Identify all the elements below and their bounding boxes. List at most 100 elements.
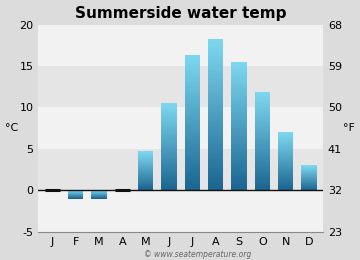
Bar [208,139,223,141]
Bar [231,68,247,70]
Bar [208,51,223,53]
Bar [138,161,153,162]
Bar [278,137,293,138]
Bar [161,189,177,190]
Bar [161,144,177,145]
Bar [278,154,293,155]
Bar [255,159,270,160]
Bar [278,177,293,178]
Bar [185,79,200,81]
Bar [278,136,293,137]
Bar [301,170,317,171]
Bar [161,148,177,149]
Bar [255,93,270,94]
Bar [208,53,223,55]
Bar [38,66,323,107]
Bar [185,189,200,190]
Bar [185,67,200,69]
Bar [231,120,247,121]
Bar [231,153,247,155]
Bar [301,181,317,182]
Bar [278,163,293,164]
Bar [161,174,177,175]
Bar [138,181,153,182]
Bar [301,182,317,183]
Bar [138,176,153,177]
Bar [208,58,223,60]
Bar [161,141,177,142]
Bar [255,173,270,174]
Bar [208,181,223,183]
Bar [208,87,223,88]
Bar [185,129,200,131]
Bar [255,151,270,152]
Bar [231,115,247,116]
Bar [161,109,177,110]
Bar [161,107,177,108]
Bar [185,131,200,133]
Bar [231,95,247,97]
Bar [138,165,153,166]
Bar [185,140,200,141]
Bar [161,161,177,162]
Bar [208,77,223,79]
Bar [231,110,247,112]
Bar [255,116,270,117]
Bar [185,175,200,177]
Bar [301,184,317,185]
Bar [231,88,247,89]
Bar [38,149,323,190]
Bar [161,175,177,176]
Bar [161,113,177,114]
Bar [278,149,293,150]
Bar [161,164,177,165]
Bar [231,165,247,166]
Bar [255,100,270,101]
Bar [185,135,200,136]
Bar [231,142,247,144]
Bar [161,151,177,152]
Bar [255,99,270,100]
Bar [208,149,223,151]
Bar [278,167,293,168]
Bar [255,154,270,155]
Bar [161,180,177,182]
Bar [255,184,270,185]
Bar [231,118,247,120]
Bar [278,156,293,157]
Bar [278,141,293,142]
Bar [231,181,247,182]
Y-axis label: °C: °C [5,123,18,133]
Bar [208,136,223,138]
Bar [231,174,247,176]
Bar [208,98,223,100]
Bar [255,172,270,173]
Bar [255,152,270,154]
Bar [278,178,293,179]
Bar [161,162,177,163]
Bar [208,153,223,154]
Bar [278,169,293,170]
Bar [231,163,247,165]
Bar [208,81,223,83]
Bar [185,108,200,109]
Bar [161,139,177,140]
Bar [278,165,293,166]
Bar [185,177,200,179]
Bar [185,168,200,170]
Bar [185,65,200,67]
Bar [208,60,223,62]
Bar [208,70,223,72]
Bar [278,162,293,163]
Bar [208,90,223,92]
Bar [231,128,247,129]
Bar [185,167,200,168]
Bar [301,174,317,175]
Bar [255,150,270,151]
Bar [208,154,223,156]
Bar [185,114,200,116]
Bar [231,76,247,78]
Bar [208,45,223,47]
Bar [255,145,270,146]
Bar [255,110,270,111]
